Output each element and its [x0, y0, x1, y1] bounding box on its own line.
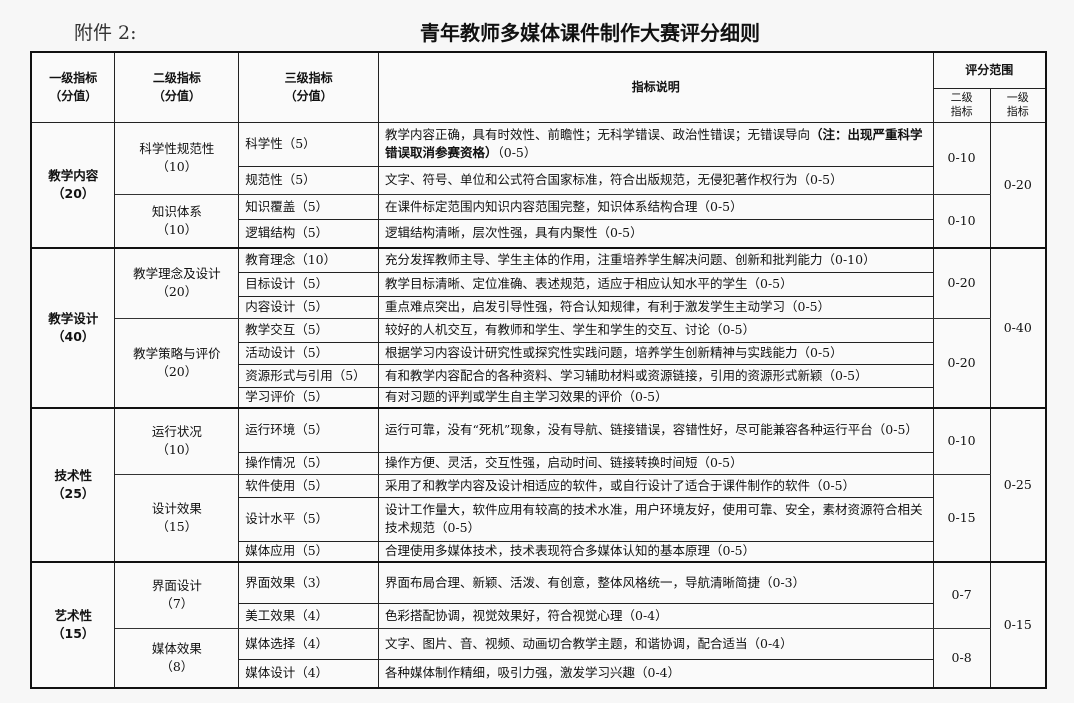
level3-indicator: 活动设计（5） [238, 341, 379, 365]
table-row: 操作情况（5） 操作方便、灵活，交互性强，启动时间、链接转换时间短（0-5） [31, 451, 1046, 475]
level3-indicator: 目标设计（5） [238, 271, 379, 297]
level1-score-range: 0-25 [989, 407, 1047, 563]
level2-indicator: 设计效果 （15） [114, 473, 240, 563]
level1-score-range: 0-15 [989, 561, 1047, 689]
table-body: 教学内容 （20） 科学性规范性 （10） 科学性（5） 教学内容正确，具有时效性、前瞻性… [30, 121, 1047, 689]
level3-indicator: 知识覆盖（5） [238, 193, 379, 220]
level2-indicator: 媒体效果 （8） [114, 627, 240, 689]
indicator-description: 教学内容正确，具有时效性、前瞻性；无科学错误、政治性错误；无错误导向（注：出现严… [377, 121, 934, 167]
level2-score-range: 0-8 [932, 627, 991, 689]
header-level2: 二级指标 （分值） [114, 51, 240, 123]
level3-indicator: 学习评价（5） [238, 386, 379, 409]
indicator-description: 教学目标清晰、定位准确、表述规范，适应于相应认知水平的学生（0-5） [377, 271, 934, 297]
level2-indicator: 教学理念及设计 （20） [114, 247, 240, 319]
level3-indicator: 内容设计（5） [238, 295, 379, 319]
table-row: 设计效果 （15） 软件使用（5） 采用了和教学内容及设计相适应的软件，或自行设计了适… [31, 473, 1046, 563]
indicator-description: 充分发挥教师主导、学生主体的作用，注重培养学生解决问题、创新和批判能力（0-10… [377, 247, 934, 273]
level3-indicator: 媒体设计（4） [238, 658, 379, 689]
level1-indicator: 教学内容 （20） [30, 121, 116, 249]
indicator-description: 逻辑结构清晰，层次性强，具有内聚性（0-5） [377, 218, 934, 249]
level1-score-range: 0-20 [989, 121, 1047, 249]
indicator-description: 文字、符号、单位和公式符合国家标准，符合出版规范，无侵犯著作权行为（0-5） [377, 165, 934, 195]
indicator-description: 色彩搭配协调，视觉效果好，符合视觉心理（0-4） [377, 602, 934, 629]
level2-indicator: 科学性规范性 （10） [114, 121, 240, 195]
page-title: 青年教师多媒体课件制作大赛评分细则 [420, 21, 760, 45]
indicator-description: 设计工作量大，软件应用有较高的技术水准，用户环境友好，使用可靠、安全，素材资源符… [377, 496, 934, 542]
level2-indicator: 知识体系 （10） [114, 193, 240, 249]
level2-indicator: 教学策略与评价 （20） [114, 317, 240, 409]
level3-indicator: 规范性（5） [238, 165, 379, 195]
header-range-level1: 一级 指标 [989, 87, 1047, 123]
level3-indicator: 界面效果（3） [238, 561, 379, 604]
header-score-range: 评分范围 [932, 51, 1047, 89]
table-row: 学习评价（5） 有对习题的评判或学生自主学习效果的评价（0-5） [31, 386, 1046, 409]
table-row: 美工效果（4） 色彩搭配协调，视觉效果好，符合视觉心理（0-4） [31, 602, 1046, 629]
indicator-description: 文字、图片、音、视频、动画切合教学主题，和谐协调，配合适当（0-4） [377, 627, 934, 660]
level2-score-range: 0-7 [932, 561, 991, 629]
indicator-description: 操作方便、灵活，交互性强，启动时间、链接转换时间短（0-5） [377, 451, 934, 475]
attachment-label: 附件 2: [74, 22, 137, 44]
level3-indicator: 媒体选择（4） [238, 627, 379, 660]
indicator-description: 有和教学内容配合的各种资料、学习辅助材料或资源链接，引用的资源形式新颖（0-5） [377, 363, 934, 388]
table-row: 资源形式与引用（5） 有和教学内容配合的各种资料、学习辅助材料或资源链接，引用的资… [31, 363, 1046, 388]
level1-score-range: 0-40 [989, 247, 1047, 409]
table-row: 媒体应用（5） 合理使用多媒体技术，技术表现符合多媒体认知的基本原理（0-5） [31, 540, 1046, 563]
level3-indicator: 软件使用（5） [238, 473, 379, 498]
level3-indicator: 设计水平（5） [238, 496, 379, 542]
table-row: 内容设计（5） 重点难点突出，启发引导性强，符合认知规律，有利于激发学生主动学习（… [31, 295, 1046, 319]
table-row: 媒体设计（4） 各种媒体制作精细，吸引力强，激发学习兴趣（0-4） [31, 658, 1046, 689]
level3-indicator: 操作情况（5） [238, 451, 379, 475]
level1-indicator: 技术性 （25） [30, 407, 116, 563]
indicator-description: 较好的人机交互，有教师和学生、学生和学生的交互、讨论（0-5） [377, 317, 934, 343]
header-level1: 一级指标 （分值） [30, 51, 116, 123]
table-row: 设计水平（5） 设计工作量大，软件应用有较高的技术水准，用户环境友好，使用可靠、安… [31, 496, 1046, 542]
level3-indicator: 教学交互（5） [238, 317, 379, 343]
table-row: 教学内容 （20） 科学性规范性 （10） 科学性（5） 教学内容正确，具有时效性、前瞻性… [30, 121, 1047, 249]
indicator-description: 在课件标定范围内知识内容范围完整，知识体系结构合理（0-5） [377, 193, 934, 220]
level2-score-range: 0-10 [932, 193, 991, 249]
level2-score-range: 0-20 [932, 247, 991, 319]
table-row: 教学策略与评价 （20） 教学交互（5） 较好的人机交互，有教师和学生、学生和学生的交… [31, 317, 1046, 409]
table-row: 媒体效果 （8） 媒体选择（4） 文字、图片、音、视频、动画切合教学主题，和谐协调，配… [31, 627, 1046, 689]
table-row: 规范性（5） 文字、符号、单位和公式符合国家标准，符合出版规范，无侵犯著作权行为（… [31, 165, 1046, 195]
indicator-description: 界面布局合理、新颖、活泼、有创意，整体风格统一，导航清晰简捷（0-3） [377, 561, 934, 604]
level2-score-range: 0-10 [932, 121, 991, 195]
level3-indicator: 媒体应用（5） [238, 540, 379, 563]
level2-indicator: 界面设计 （7） [114, 561, 240, 629]
level1-indicator: 艺术性 （15） [30, 561, 116, 689]
level3-indicator: 资源形式与引用（5） [238, 363, 379, 388]
level3-indicator: 科学性（5） [238, 121, 379, 167]
indicator-description: 采用了和教学内容及设计相适应的软件，或自行设计了适合于课件制作的软件（0-5） [377, 473, 934, 498]
table-row: 目标设计（5） 教学目标清晰、定位准确、表述规范，适应于相应认知水平的学生（0-5… [31, 271, 1046, 297]
header-range-level2: 二级 指标 [932, 87, 991, 123]
table-row: 教学设计 （40） 教学理念及设计 （20） 教育理念（10） 充分发挥教师主导、学生主体… [30, 247, 1047, 409]
level2-score-range: 0-15 [932, 473, 991, 563]
level3-indicator: 美工效果（4） [238, 602, 379, 629]
table-row: 技术性 （25） 运行状况 （10） 运行环境（5） 运行可靠，没有“死机”现象，没有导航… [30, 407, 1047, 563]
table-row: 知识体系 （10） 知识覆盖（5） 在课件标定范围内知识内容范围完整，知识体系结构合理… [31, 193, 1046, 249]
table-row: 艺术性 （15） 界面设计 （7） 界面效果（3） 界面布局合理、新颖、活泼、有创意，整体… [30, 561, 1047, 689]
level3-indicator: 运行环境（5） [238, 407, 379, 453]
table-row: 逻辑结构（5） 逻辑结构清晰，层次性强，具有内聚性（0-5） [31, 218, 1046, 249]
level2-score-range: 0-20 [932, 317, 991, 409]
indicator-description: 根据学习内容设计研究性或探究性实践问题，培养学生创新精神与实践能力（0-5） [377, 341, 934, 365]
level2-indicator: 运行状况 （10） [114, 407, 240, 475]
indicator-description: 有对习题的评判或学生自主学习效果的评价（0-5） [377, 386, 934, 409]
scoring-table: 一级指标 （分值） 二级指标 （分值） 三级指标 （分值） 指标说明 评分范围 二级指… [30, 51, 1047, 689]
level2-score-range: 0-10 [932, 407, 991, 475]
indicator-description: 重点难点突出，启发引导性强，符合认知规律，有利于激发学生主动学习（0-5） [377, 295, 934, 319]
level3-indicator: 教育理念（10） [238, 247, 379, 273]
indicator-description: 运行可靠，没有“死机”现象，没有导航、链接错误，容错性好，尽可能兼容各种运行平台… [377, 407, 934, 453]
indicator-description: 各种媒体制作精细，吸引力强，激发学习兴趣（0-4） [377, 658, 934, 689]
header-description: 指标说明 [377, 51, 934, 123]
indicator-description: 合理使用多媒体技术，技术表现符合多媒体认知的基本原理（0-5） [377, 540, 934, 563]
level3-indicator: 逻辑结构（5） [238, 218, 379, 249]
table-row: 活动设计（5） 根据学习内容设计研究性或探究性实践问题，培养学生创新精神与实践能力… [31, 341, 1046, 365]
header-level3: 三级指标 （分值） [238, 51, 379, 123]
level1-indicator: 教学设计 （40） [30, 247, 116, 409]
